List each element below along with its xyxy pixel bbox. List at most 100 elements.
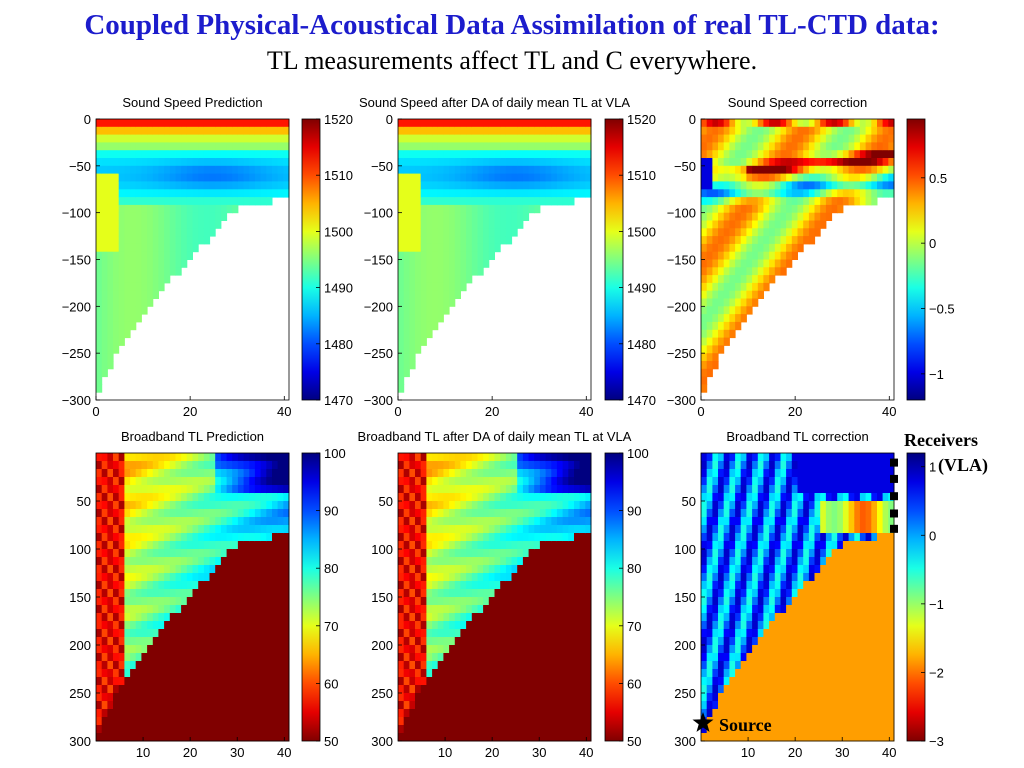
- heatmap-cell: [757, 290, 764, 299]
- heatmap-cell: [249, 173, 256, 182]
- heatmap-cell: [147, 701, 154, 710]
- heatmap-cell: [888, 189, 895, 198]
- heatmap-cell: [449, 509, 456, 518]
- heatmap-cell: [277, 573, 284, 582]
- heatmap-cell: [409, 251, 416, 260]
- heatmap-cell: [763, 142, 770, 151]
- heatmap-cell: [96, 275, 103, 284]
- heatmap-cell: [534, 613, 541, 622]
- heatmap-cell: [757, 605, 764, 614]
- heatmap-cell: [825, 142, 833, 151]
- heatmap-cell: [534, 493, 541, 502]
- heatmap-cell: [237, 461, 245, 470]
- heatmap-cell: [118, 228, 125, 237]
- heatmap-cell: [181, 134, 188, 143]
- heatmap-cell: [124, 329, 131, 339]
- heatmap-cell: [466, 165, 473, 175]
- heatmap-cell: [585, 541, 592, 550]
- heatmap-cell: [477, 525, 484, 534]
- heatmap-cell: [124, 282, 131, 292]
- heatmap-cell: [774, 134, 781, 143]
- heatmap-cell: [152, 637, 159, 646]
- heatmap-cell: [483, 533, 490, 542]
- heatmap-cell: [740, 517, 747, 526]
- heatmap-cell: [740, 158, 747, 167]
- heatmap-cell: [505, 501, 513, 510]
- heatmap-cell: [113, 453, 120, 462]
- heatmap-cell: [220, 541, 228, 550]
- heatmap-cell: [729, 501, 736, 510]
- heatmap-cell: [203, 701, 211, 710]
- heatmap-cell: [723, 228, 730, 237]
- heatmap-cell: [528, 653, 535, 662]
- heatmap-cell: [169, 220, 176, 229]
- heatmap-cell: [152, 134, 159, 143]
- heatmap-cell: [420, 282, 427, 292]
- heatmap-cell: [443, 493, 450, 502]
- heatmap-cell: [556, 517, 564, 526]
- heatmap-cell: [254, 629, 262, 638]
- heatmap-cell: [152, 709, 159, 718]
- heatmap-cell: [249, 709, 256, 718]
- heatmap-cell: [712, 361, 719, 370]
- heatmap-cell: [528, 469, 535, 478]
- heatmap-cell: [432, 298, 439, 307]
- heatmap-cell: [763, 119, 770, 128]
- heatmap-cell: [118, 717, 125, 726]
- heatmap-cell: [415, 485, 422, 494]
- heatmap-cell: [147, 637, 154, 646]
- heatmap-cell: [232, 509, 239, 518]
- heatmap-cell: [505, 533, 513, 542]
- heatmap-cell: [757, 477, 764, 486]
- heatmap-cell: [118, 259, 125, 268]
- heatmap-cell: [237, 557, 245, 566]
- heatmap-cell: [706, 629, 713, 638]
- heatmap-cell: [500, 645, 507, 654]
- heatmap-cell: [528, 629, 535, 638]
- heatmap-cell: [409, 259, 416, 268]
- heatmap-cell: [545, 621, 552, 630]
- heatmap-cell: [528, 581, 535, 590]
- heatmap-cell: [746, 251, 753, 260]
- heatmap-cell: [769, 461, 776, 470]
- heatmap-cell: [466, 461, 473, 470]
- heatmap-cell: [198, 581, 205, 590]
- heatmap-cell: [746, 597, 753, 606]
- heatmap-cell: [859, 134, 867, 143]
- heatmap-cell: [488, 142, 495, 151]
- heatmap-cell: [432, 565, 439, 574]
- heatmap-cell: [198, 165, 205, 175]
- heatmap-cell: [169, 733, 176, 742]
- heatmap-cell: [466, 549, 473, 558]
- heatmap-cell: [517, 485, 524, 494]
- heatmap-cell: [488, 158, 495, 167]
- heatmap-cell: [454, 477, 461, 486]
- heatmap-cell: [706, 501, 713, 510]
- heatmap-cell: [500, 158, 507, 167]
- heatmap-cell: [181, 709, 188, 718]
- heatmap-cell: [757, 243, 764, 253]
- colorbar-gradient: [301, 452, 321, 742]
- heatmap-cell: [522, 525, 530, 534]
- heatmap-cell: [220, 150, 228, 159]
- heatmap-cell: [556, 119, 564, 128]
- heatmap-cell: [158, 142, 165, 151]
- heatmap-cell: [118, 142, 125, 151]
- heatmap-cell: [420, 597, 427, 606]
- heatmap-cell: [220, 629, 228, 638]
- heatmap-cell: [415, 290, 422, 299]
- heatmap-cell: [706, 581, 713, 590]
- heatmap-cell: [113, 653, 120, 662]
- heatmap-cell: [718, 605, 725, 614]
- heatmap-cell: [113, 134, 120, 143]
- heatmap-cell: [477, 709, 484, 718]
- heatmap-cell: [409, 637, 416, 646]
- heatmap-cell: [243, 477, 250, 486]
- heatmap-cell: [808, 126, 816, 136]
- heatmap-cell: [147, 477, 154, 486]
- heatmap-cell: [706, 469, 713, 478]
- heatmap-cell: [723, 314, 730, 323]
- heatmap-cell: [403, 709, 410, 718]
- heatmap-cell: [135, 493, 142, 502]
- heatmap-cell: [723, 605, 730, 614]
